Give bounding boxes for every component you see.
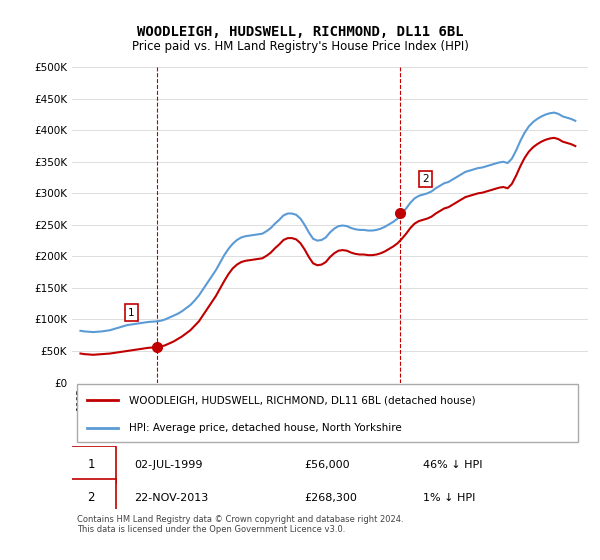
Text: £56,000: £56,000 <box>304 460 350 469</box>
FancyBboxPatch shape <box>67 479 116 516</box>
Text: 2: 2 <box>422 174 429 184</box>
Text: WOODLEIGH, HUDSWELL, RICHMOND, DL11 6BL (detached house): WOODLEIGH, HUDSWELL, RICHMOND, DL11 6BL … <box>129 395 475 405</box>
Text: £268,300: £268,300 <box>304 493 357 503</box>
FancyBboxPatch shape <box>77 384 578 442</box>
Text: Price paid vs. HM Land Registry's House Price Index (HPI): Price paid vs. HM Land Registry's House … <box>131 40 469 53</box>
Text: HPI: Average price, detached house, North Yorkshire: HPI: Average price, detached house, Nort… <box>129 423 401 433</box>
Text: 1: 1 <box>128 307 134 318</box>
Text: 46% ↓ HPI: 46% ↓ HPI <box>423 460 482 469</box>
Text: 22-NOV-2013: 22-NOV-2013 <box>134 493 208 503</box>
Text: 2: 2 <box>88 492 95 505</box>
Text: Contains HM Land Registry data © Crown copyright and database right 2024.
This d: Contains HM Land Registry data © Crown c… <box>77 515 404 534</box>
Text: 1: 1 <box>88 458 95 471</box>
Text: 1% ↓ HPI: 1% ↓ HPI <box>423 493 475 503</box>
Text: 02-JUL-1999: 02-JUL-1999 <box>134 460 202 469</box>
Text: WOODLEIGH, HUDSWELL, RICHMOND, DL11 6BL: WOODLEIGH, HUDSWELL, RICHMOND, DL11 6BL <box>137 25 463 39</box>
FancyBboxPatch shape <box>67 446 116 483</box>
